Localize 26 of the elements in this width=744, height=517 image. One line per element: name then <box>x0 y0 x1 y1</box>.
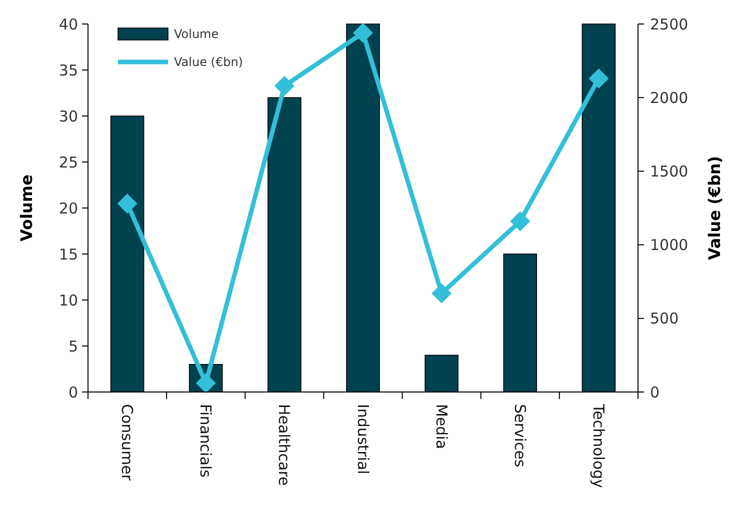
y-tick-label: 35 <box>58 61 78 80</box>
y-tick-label: 10 <box>58 291 78 310</box>
y2-tick-label: 1500 <box>650 162 688 180</box>
y-axis-title: Volume <box>17 174 36 242</box>
y2-tick-label: 2000 <box>650 88 688 107</box>
x-tick-label: Technology <box>589 403 608 488</box>
x-tick-label: Financials <box>196 404 215 478</box>
y-tick-label: 15 <box>58 245 78 264</box>
x-tick-label: Consumer <box>118 404 136 482</box>
x-tick-label: Media <box>432 404 450 450</box>
x-tick-label: Services <box>510 404 529 468</box>
y-tick-label: 25 <box>58 153 78 172</box>
y2-tick-label: 1000 <box>650 236 688 254</box>
y-tick-label: 20 <box>58 199 78 218</box>
y2-tick-label: 500 <box>650 310 679 328</box>
y-tick-label: 0 <box>68 383 78 402</box>
y-tick-label: 30 <box>58 107 78 126</box>
y-tick-label: 5 <box>68 337 78 356</box>
y2-tick-label: 0 <box>650 383 660 402</box>
x-tick-label: Industrial <box>354 404 372 474</box>
y-tick-label: 40 <box>58 15 78 34</box>
y2-axis-title: Value (€bn) <box>705 156 724 260</box>
legend-label: Volume <box>174 27 219 42</box>
x-tick-label: Healthcare <box>275 404 294 486</box>
y2-tick-label: 2500 <box>650 15 688 34</box>
legend-label: Value (€bn) <box>174 55 243 70</box>
